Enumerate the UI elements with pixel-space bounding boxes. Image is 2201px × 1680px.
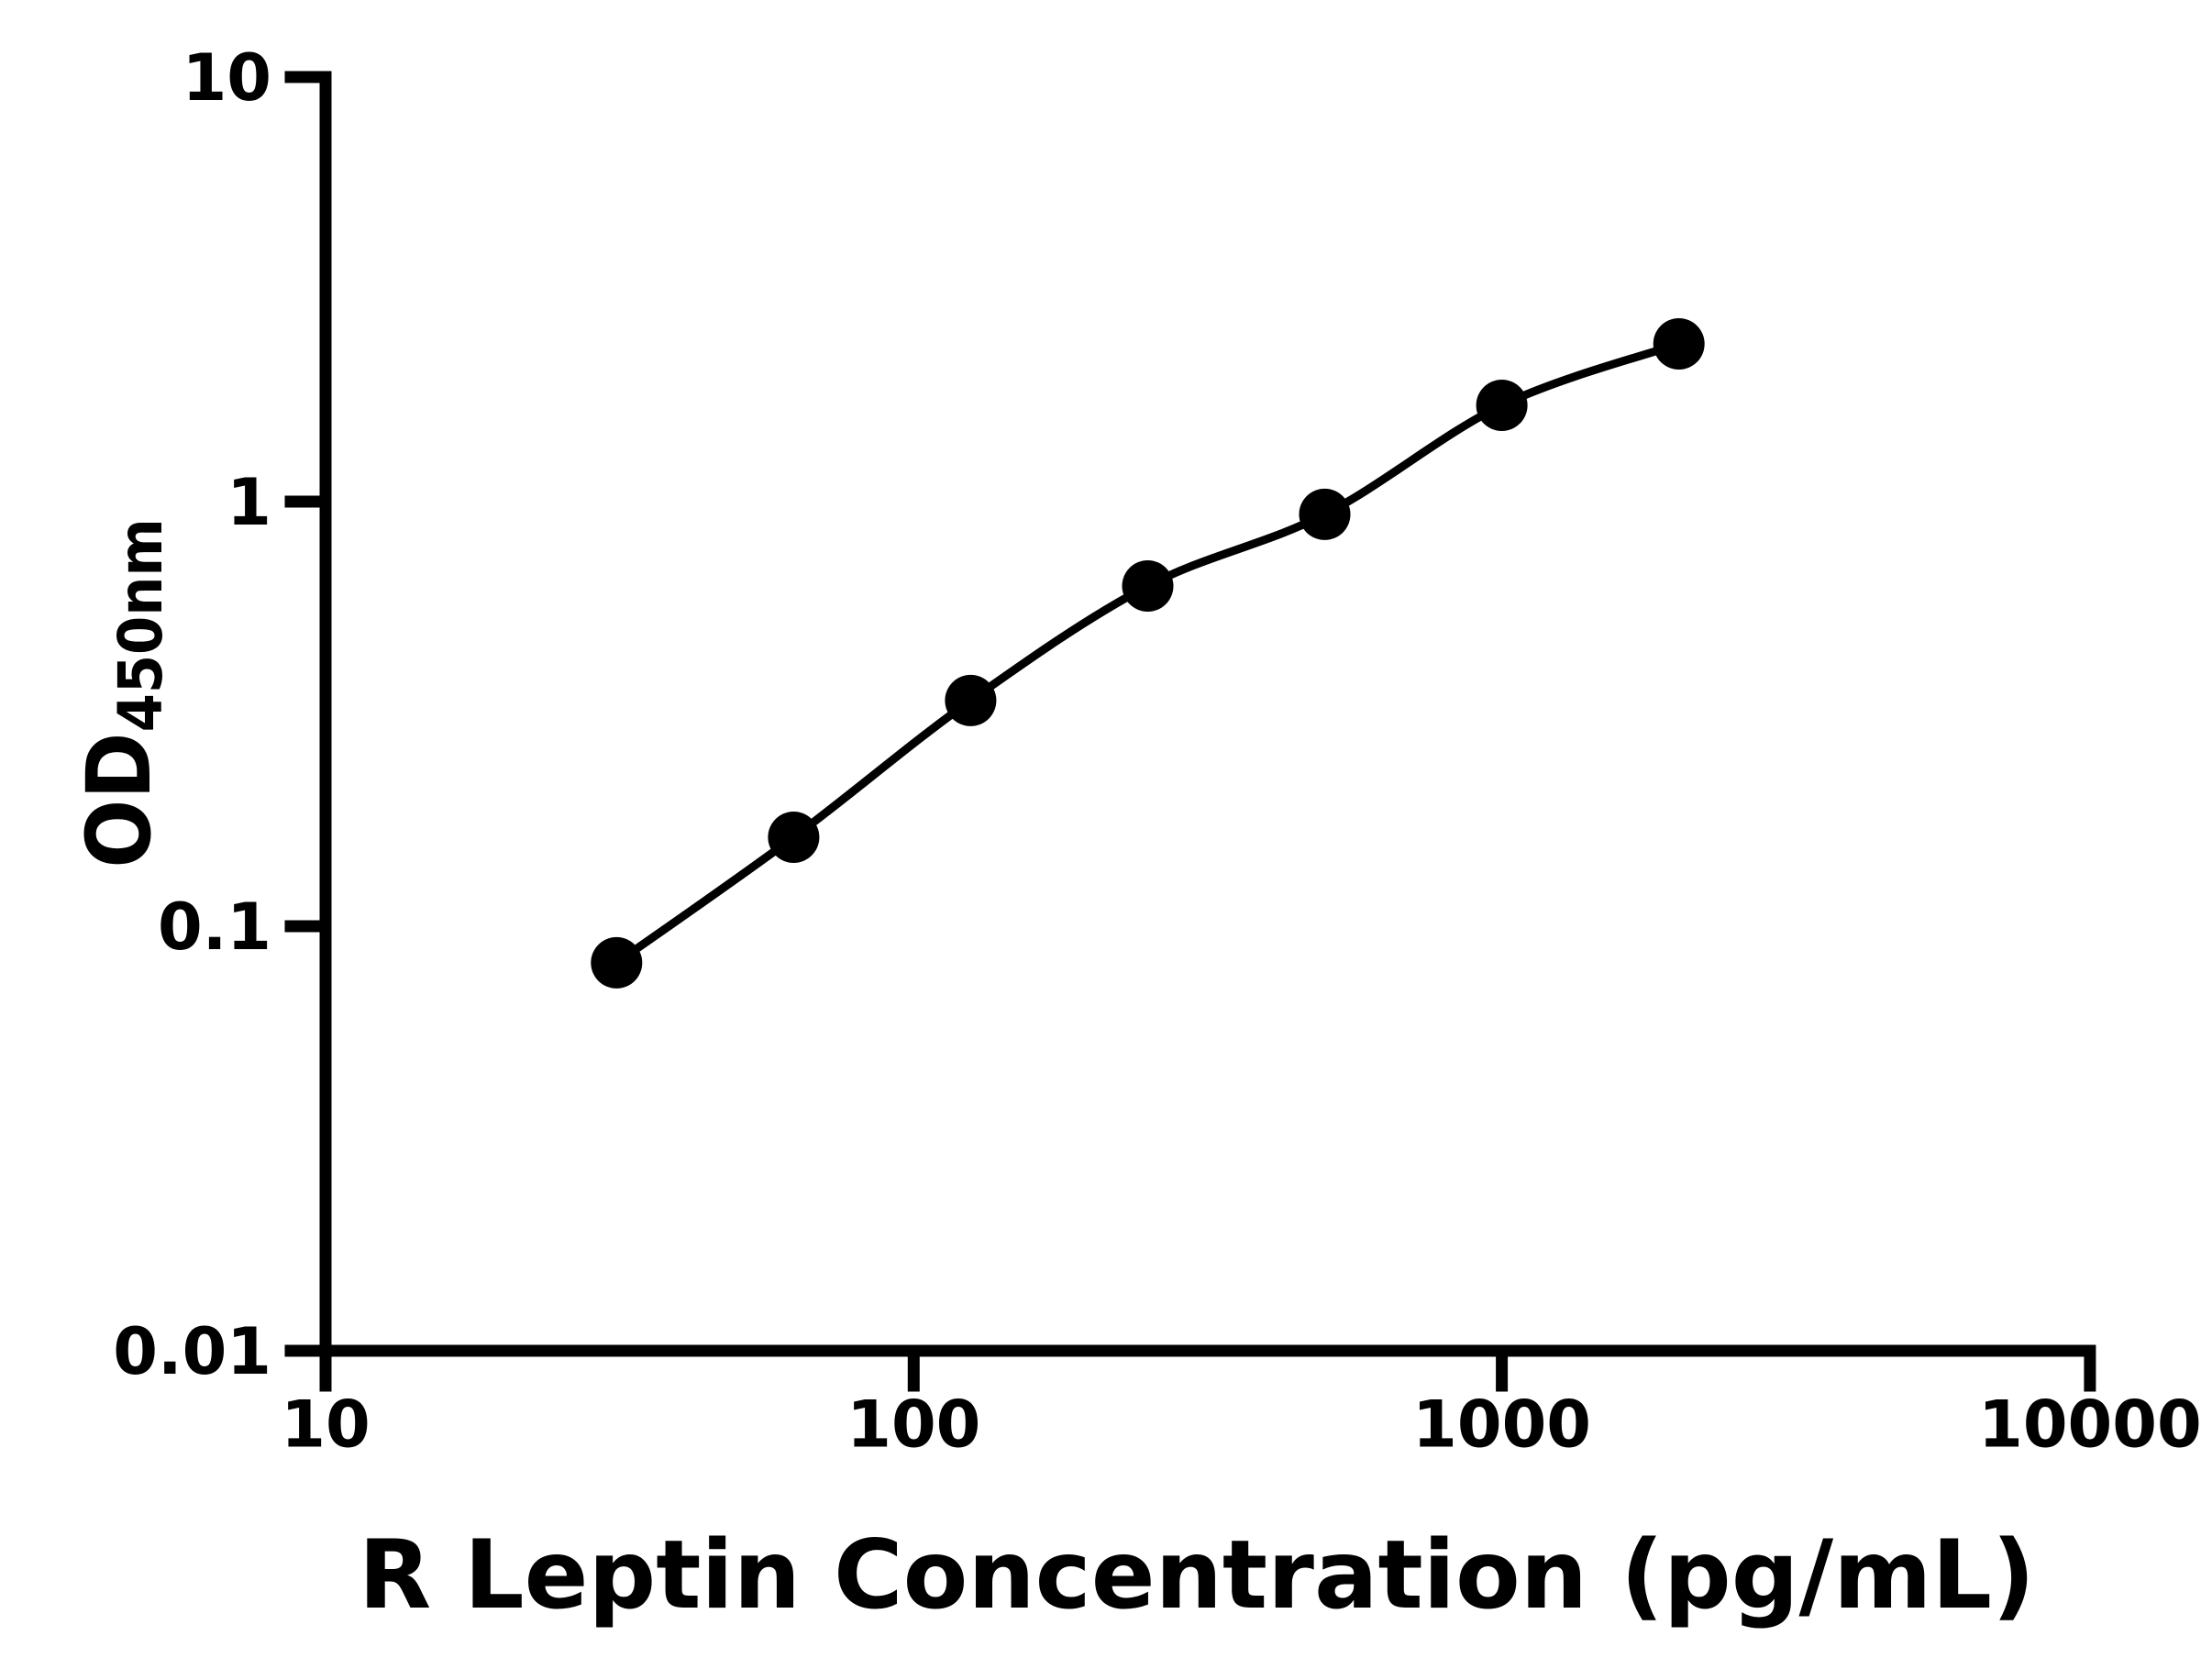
x-tick-label: 100	[846, 1387, 980, 1463]
data-point-marker	[1653, 318, 1705, 370]
x-tick-label: 1000	[1412, 1387, 1591, 1463]
data-point-marker	[1122, 560, 1174, 612]
x-tick-label: 10	[281, 1387, 370, 1463]
x-tick-label: 10000	[1978, 1387, 2201, 1463]
x-axis-title: R Leptin Concentration (pg/mL)	[359, 1520, 2035, 1630]
y-axis-title-subscript: 450nm	[105, 518, 176, 732]
data-point-marker	[1476, 380, 1528, 431]
data-point-marker	[591, 936, 643, 989]
curve-layer	[591, 318, 1705, 989]
y-tick-label: 1	[227, 465, 271, 540]
y-tick-label: 10	[182, 40, 271, 116]
y-axis-title: OD450nm	[67, 518, 175, 868]
y-axis-title-main: OD	[67, 732, 170, 868]
data-point-marker	[768, 812, 820, 863]
y-tick-label: 0.1	[158, 890, 271, 965]
y-tick-label: 0.01	[113, 1314, 271, 1389]
data-point-marker	[945, 674, 997, 726]
axes-layer	[319, 71, 2096, 1357]
data-point-marker	[1299, 488, 1351, 540]
elisa-standard-curve-figure: 10 1 0.1 0.01 10 100 1000 10000 R Leptin Concen…	[37, 15, 2201, 1665]
chart-background	[37, 15, 2201, 1665]
